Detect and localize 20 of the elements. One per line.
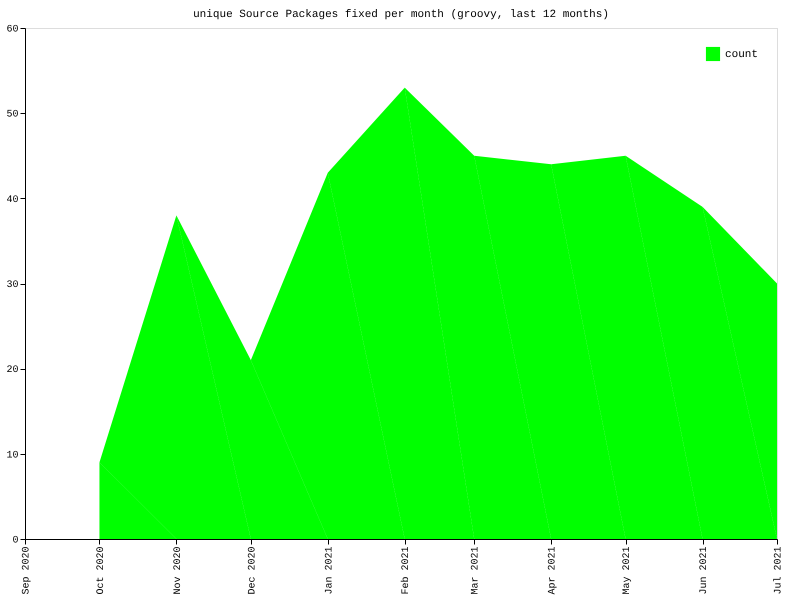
x-tick-label: May 2021	[622, 546, 634, 595]
x-tick-label: Nov 2020	[172, 546, 184, 595]
legend-label: count	[725, 49, 758, 61]
x-tick-label: Oct 2020	[96, 546, 107, 595]
x-tick-label: Apr 2021	[548, 546, 559, 595]
y-tick-label: 10	[6, 450, 18, 462]
x-tick-label: Mar 2021	[470, 546, 482, 595]
y-tick-label: 50	[6, 110, 18, 121]
x-tick-label: Jan 2021	[324, 546, 336, 595]
x-tick-label: Feb 2021	[400, 546, 412, 595]
y-tick-label: 40	[6, 194, 18, 206]
x-tick-label: Jul 2021	[772, 546, 784, 595]
y-tick-label: 30	[6, 280, 18, 291]
x-tick-label: Sep 2020	[22, 546, 32, 595]
x-tick-label: Jun 2021	[699, 546, 710, 595]
x-tick-label: Dec 2020	[247, 546, 258, 595]
chart-title: unique Source Packages fixed per month (groovy, last 12 months)	[193, 9, 609, 21]
y-tick-label: 20	[6, 365, 18, 376]
y-tick-label: 0	[12, 536, 18, 546]
y-tick-label: 60	[6, 24, 18, 36]
